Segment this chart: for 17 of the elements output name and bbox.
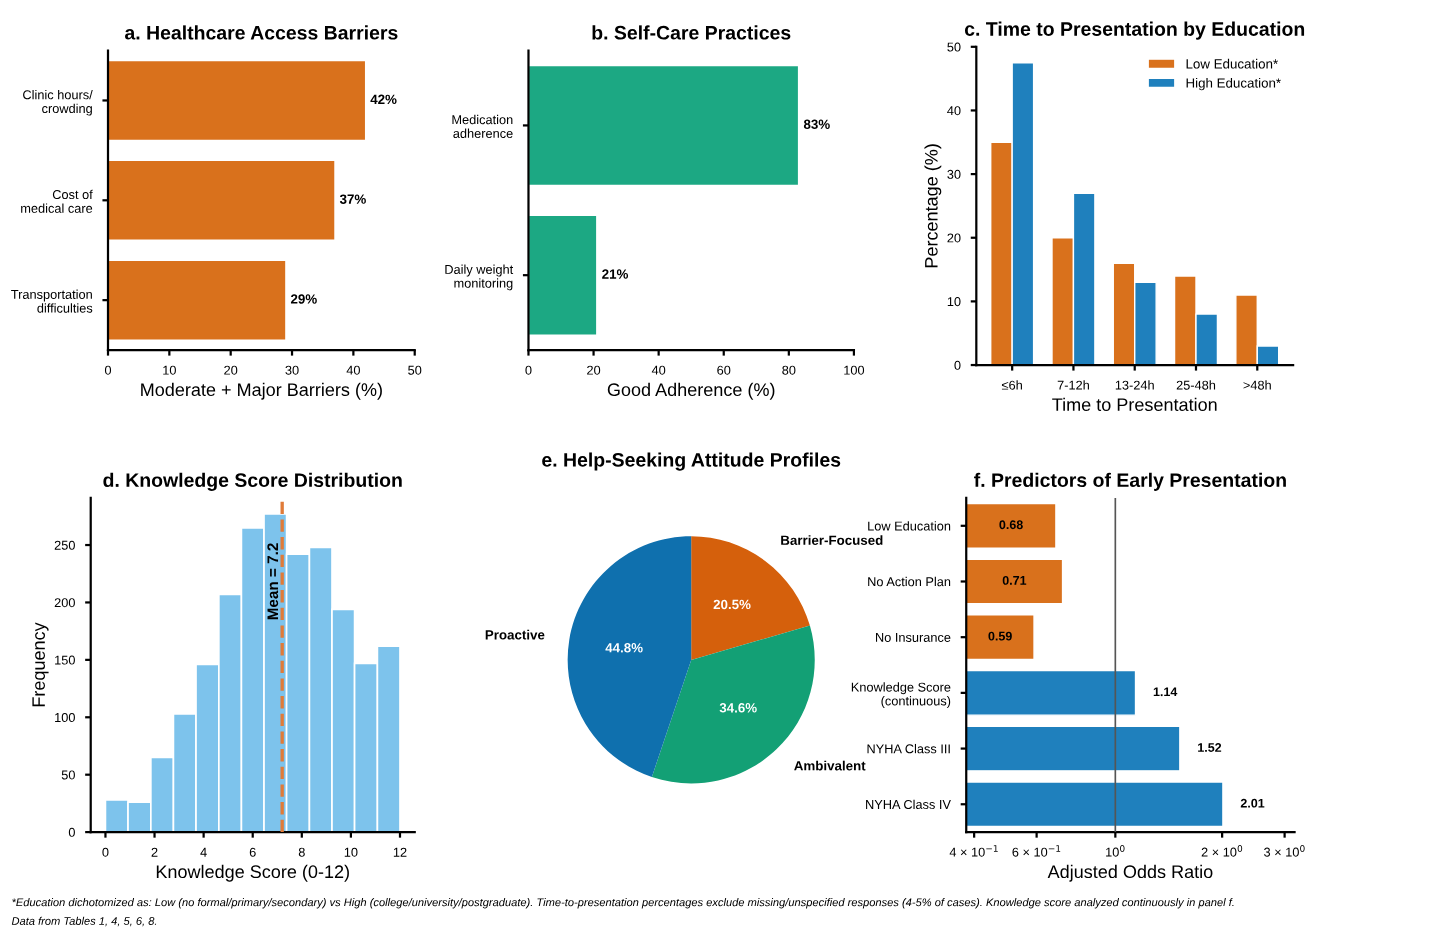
x-axis-title: Knowledge Score (0-12): [156, 864, 349, 882]
chart-title: b. Self-Care Practices: [592, 25, 791, 40]
bar: [108, 59, 367, 142]
chart-title: c. Time to Presentation by Education: [964, 21, 1305, 40]
bar: [108, 259, 287, 341]
chart-title: e. Help-Seeking Attitude Profiles: [542, 452, 841, 471]
y-axis-title: Frequency: [32, 622, 49, 707]
x-axis-title: Time to Presentation: [1052, 397, 1217, 412]
y-axis-title: Percentage (%): [924, 144, 942, 268]
bar: [108, 159, 336, 241]
chart-title: f. Predictors of Early Presentation: [974, 472, 1286, 491]
chart-title: d. Knowledge Score Distribution: [103, 472, 402, 491]
x-axis-title: Adjusted Odds Ratio: [1047, 864, 1213, 882]
chart-title: a. Healthcare Access Barriers: [125, 25, 398, 40]
x-axis-title: Moderate + Major Barriers (%): [141, 382, 382, 400]
x-axis-title: Good Adherence (%): [607, 382, 775, 400]
pie-slice: [567, 536, 692, 778]
